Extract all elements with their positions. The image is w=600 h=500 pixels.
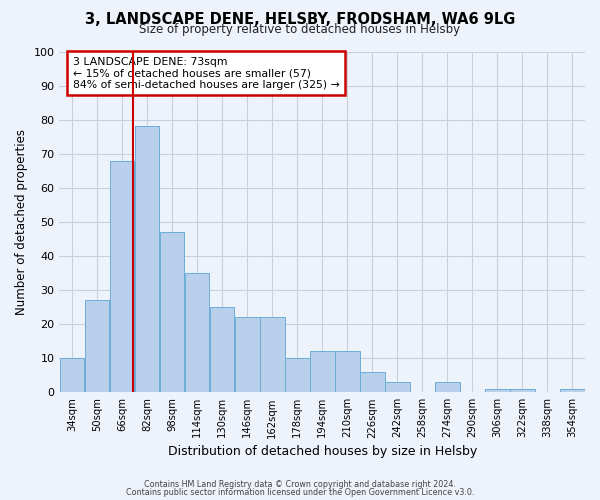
Text: Contains HM Land Registry data © Crown copyright and database right 2024.: Contains HM Land Registry data © Crown c…	[144, 480, 456, 489]
Bar	[360, 372, 385, 392]
Text: Contains public sector information licensed under the Open Government Licence v3: Contains public sector information licen…	[126, 488, 474, 497]
Bar	[85, 300, 109, 392]
Bar	[110, 160, 134, 392]
Bar	[210, 307, 235, 392]
Bar	[310, 352, 335, 393]
Y-axis label: Number of detached properties: Number of detached properties	[15, 129, 28, 315]
Bar	[510, 389, 535, 392]
Bar	[560, 389, 585, 392]
Bar	[335, 352, 359, 393]
Bar	[134, 126, 160, 392]
Bar	[160, 232, 184, 392]
Text: 3 LANDSCAPE DENE: 73sqm
← 15% of detached houses are smaller (57)
84% of semi-de: 3 LANDSCAPE DENE: 73sqm ← 15% of detache…	[73, 56, 340, 90]
Text: 3, LANDSCAPE DENE, HELSBY, FRODSHAM, WA6 9LG: 3, LANDSCAPE DENE, HELSBY, FRODSHAM, WA6…	[85, 12, 515, 28]
Bar	[260, 318, 284, 392]
Bar	[485, 389, 510, 392]
Bar	[285, 358, 310, 392]
Text: Size of property relative to detached houses in Helsby: Size of property relative to detached ho…	[139, 22, 461, 36]
Bar	[235, 318, 260, 392]
X-axis label: Distribution of detached houses by size in Helsby: Distribution of detached houses by size …	[167, 444, 477, 458]
Bar	[185, 273, 209, 392]
Bar	[385, 382, 410, 392]
Bar	[435, 382, 460, 392]
Bar	[59, 358, 85, 392]
